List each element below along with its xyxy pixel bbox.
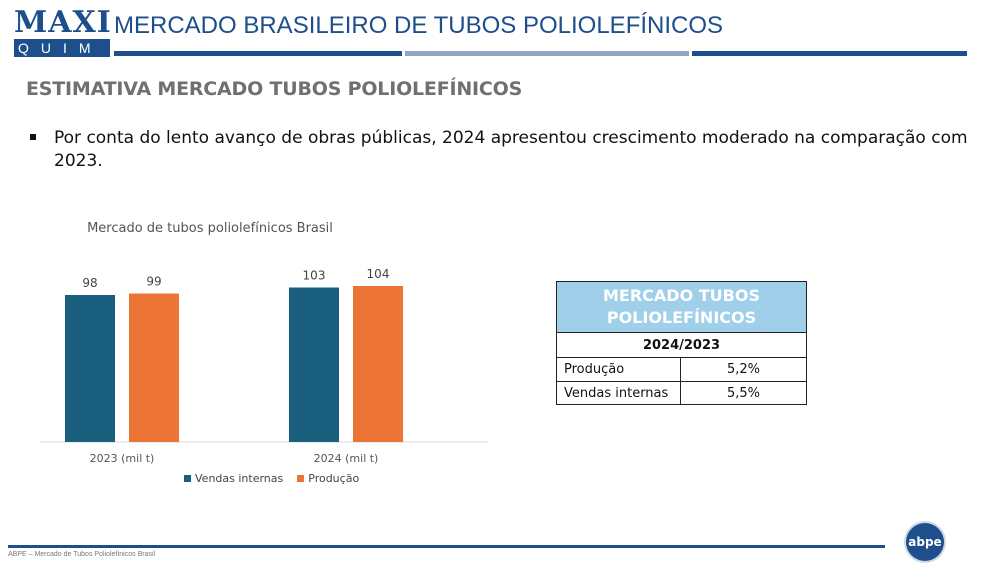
bar-chart: Mercado de tubos poliolefínicos Brasil 98… bbox=[40, 221, 488, 465]
category-label-1: 2024 (mil t) bbox=[314, 452, 379, 465]
bar-0-0 bbox=[65, 295, 115, 442]
square-bullet-icon bbox=[30, 134, 36, 140]
header-rule-left bbox=[114, 51, 402, 56]
market-growth-table: MERCADO TUBOS POLIOLEFÍNICOS 2024/2023 P… bbox=[556, 281, 807, 405]
data-label-1-1: 104 bbox=[367, 267, 390, 281]
table-header: MERCADO TUBOS POLIOLEFÍNICOS bbox=[557, 282, 806, 333]
chart-legend: Vendas internas Produção bbox=[184, 472, 359, 485]
section-title: ESTIMATIVA MERCADO TUBOS POLIOLEFÍNICOS bbox=[26, 78, 523, 100]
abpe-logo: abpe bbox=[906, 523, 944, 561]
table-row-value: 5,5% bbox=[726, 386, 760, 401]
data-label-1-0: 99 bbox=[146, 275, 161, 289]
legend-item-vendas-internas: Vendas internas bbox=[184, 472, 283, 485]
legend-item-producao: Produção bbox=[297, 472, 359, 485]
legend-label-producao: Produção bbox=[308, 472, 360, 485]
header-rule-middle bbox=[405, 51, 689, 56]
maxiquim-logo: MAXI QUIM bbox=[14, 5, 112, 57]
table-row-value: 5,2% bbox=[726, 362, 760, 377]
logo-wordmark-bottom: QUIM bbox=[14, 39, 110, 57]
table-row-label: Produção bbox=[557, 358, 681, 381]
bullet-text: Por conta do lento avanço de obras públi… bbox=[54, 128, 968, 171]
data-label-0-0: 98 bbox=[82, 276, 97, 290]
bar-0-1 bbox=[289, 287, 339, 442]
slide-title: MERCADO BRASILEIRO DE TUBOS POLIOLEFÍNIC… bbox=[114, 12, 724, 39]
legend-swatch-vendas-internas bbox=[184, 475, 191, 482]
footer-text: ABPE – Mercado de Tubos Poliolefínicos B… bbox=[8, 551, 156, 558]
legend-label-vendas-internas: Vendas internas bbox=[195, 472, 284, 485]
data-label-0-1: 103 bbox=[303, 269, 326, 283]
legend-swatch-producao bbox=[297, 475, 305, 482]
logo-wordmark-top: MAXI bbox=[14, 5, 112, 40]
table-row-label: Vendas internas bbox=[557, 382, 681, 404]
table-period: 2024/2023 bbox=[557, 333, 806, 358]
table-row: Vendas internas 5,5% bbox=[557, 381, 806, 404]
table-row: Produção 5,2% bbox=[557, 358, 806, 381]
category-label-0: 2023 (mil t) bbox=[90, 452, 155, 465]
bar-1-1 bbox=[353, 286, 403, 442]
bar-1-0 bbox=[129, 293, 179, 442]
footer-rule bbox=[8, 545, 885, 548]
chart-title: Mercado de tubos poliolefínicos Brasil bbox=[87, 221, 333, 236]
header-rule-right bbox=[692, 51, 967, 56]
